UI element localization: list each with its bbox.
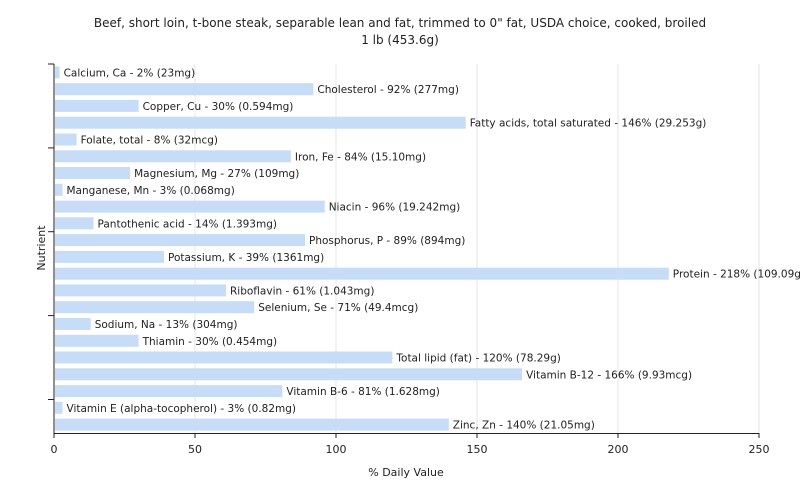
bar-label-13: Riboflavin - 61% (1.043mg): [230, 285, 374, 297]
bar-label-21: Zinc, Zn - 140% (21.05mg): [453, 420, 595, 432]
x-tick-label-200: 200: [608, 443, 629, 456]
bar-0: [55, 66, 60, 79]
bar-17: [55, 351, 393, 364]
x-axis-title: % Daily Value: [368, 466, 444, 479]
bar-label-11: Potassium, K - 39% (1361mg): [168, 252, 324, 264]
bar-label-9: Pantothenic acid - 14% (1.393mg): [98, 218, 277, 230]
y-axis-title: Nutrient: [35, 225, 48, 271]
bar-label-1: Cholesterol - 92% (277mg): [317, 84, 459, 96]
bar-11: [55, 250, 164, 263]
bar-3: [55, 116, 466, 129]
bar-14: [55, 301, 255, 314]
bar-5: [55, 150, 291, 163]
bars-group: Calcium, Ca - 2% (23mg) Cholesterol - 92%…: [55, 66, 800, 432]
bar-label-19: Vitamin B-6 - 81% (1.628mg): [286, 386, 440, 398]
bar-label-18: Vitamin B-12 - 166% (9.93mcg): [526, 369, 692, 381]
axes-group: 0 50 100 150 200 250: [48, 63, 770, 456]
bar-2: [55, 99, 139, 112]
chart-subtitle: 1 lb (453.6g): [361, 33, 439, 47]
bar-label-14: Selenium, Se - 71% (49.4mcg): [258, 302, 418, 314]
bar-19: [55, 385, 283, 398]
x-tick-label-150: 150: [467, 443, 488, 456]
bar-label-8: Niacin - 96% (19.242mg): [329, 202, 461, 214]
bar-label-6: Magnesium, Mg - 27% (109mg): [134, 168, 299, 180]
bar-16: [55, 334, 139, 347]
bar-label-15: Sodium, Na - 13% (304mg): [95, 319, 238, 331]
bar-12: [55, 267, 669, 280]
x-tick-label-100: 100: [326, 443, 347, 456]
chart-title: Beef, short loin, t-bone steak, separabl…: [94, 16, 706, 30]
bar-13: [55, 284, 226, 297]
bar-label-16: Thiamin - 30% (0.454mg): [142, 336, 278, 348]
bar-18: [55, 368, 523, 381]
bar-label-10: Phosphorus, P - 89% (894mg): [309, 235, 465, 247]
bar-8: [55, 200, 325, 213]
bar-20: [55, 401, 63, 414]
bar-label-0: Calcium, Ca - 2% (23mg): [64, 67, 196, 79]
bar-9: [55, 217, 94, 230]
bar-label-4: Folate, total - 8% (32mcg): [81, 135, 218, 147]
bar-21: [55, 418, 449, 431]
bar-label-12: Protein - 218% (109.09g): [673, 269, 800, 281]
x-tick-label-50: 50: [188, 443, 202, 456]
bar-4: [55, 133, 77, 146]
bar-7: [55, 183, 63, 196]
bar-1: [55, 83, 314, 96]
bar-label-20: Vitamin E (alpha-tocopherol) - 3% (0.82m…: [67, 403, 297, 415]
bar-15: [55, 318, 91, 330]
bar-label-3: Fatty acids, total saturated - 146% (29.…: [470, 118, 707, 130]
bar-label-17: Total lipid (fat) - 120% (78.29g): [395, 353, 560, 365]
x-tick-label-0: 0: [51, 443, 58, 456]
bar-label-2: Copper, Cu - 30% (0.594mg): [143, 101, 294, 113]
bar-6: [55, 167, 131, 179]
bar-label-7: Manganese, Mn - 3% (0.068mg): [67, 185, 235, 197]
x-tick-label-250: 250: [749, 443, 770, 456]
bar-10: [55, 234, 305, 247]
bar-label-5: Iron, Fe - 84% (15.10mg): [295, 151, 426, 163]
